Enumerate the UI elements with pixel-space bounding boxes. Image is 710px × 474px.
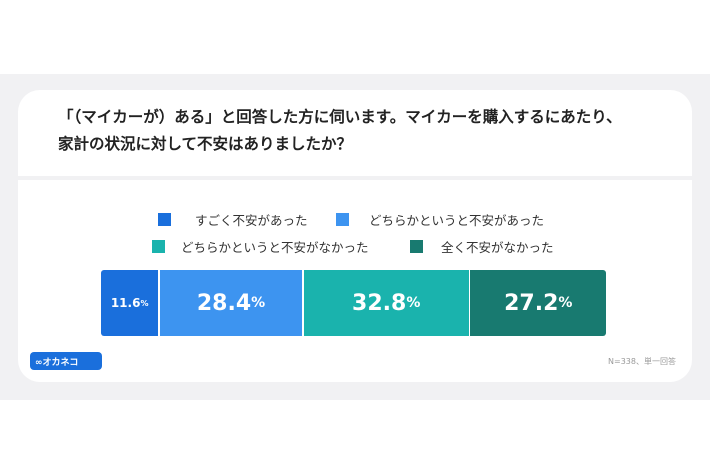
legend-swatch [158,213,171,226]
data-label: 32.8 [352,290,407,316]
bar-segment: 32.8% [303,270,469,336]
legend-label: 全く不安がなかった [441,240,554,255]
title-line-1: 「（マイカーが）ある」と回答した方に伺います。マイカーを購入するにあたり、 [58,108,622,126]
logo-text: ∞オカネコ [35,357,79,368]
legend-swatch [410,240,423,253]
question-title: 「（マイカーが）ある」と回答した方に伺います。マイカーを購入するにあたり、 家計… [58,104,678,158]
legend-swatch [336,213,349,226]
bar-segment: 11.6% [101,270,159,336]
legend-item-2: どちらかというと不安があった [336,210,544,229]
legend-swatch [152,240,165,253]
percent-sign: % [406,295,421,311]
legend-label: すごく不安があった [195,213,308,228]
legend-item-4: 全く不安がなかった [410,237,554,256]
title-line-2: 家計の状況に対して不安はありましたか？ [58,135,353,153]
data-label: 27.2 [504,290,559,316]
legend-label: どちらかというと不安があった [369,213,545,228]
okaneko-logo: ∞オカネコ [30,352,102,370]
percent-sign: % [140,298,149,308]
legend-item-3: どちらかというと不安がなかった [152,237,369,256]
question-card [18,90,692,176]
bar-segment: 27.2% [470,270,607,336]
legend-item-1: すごく不安があった [158,210,308,229]
percent-sign: % [251,295,266,311]
data-label: 28.4 [196,290,252,316]
percent-sign: % [558,295,573,311]
sample-note: N=338、単一回答 [608,357,676,366]
legend-label: どちらかというと不安がなかった [181,240,369,255]
data-label: 11.6 [110,296,141,310]
bar-segment: 28.4% [159,270,303,336]
